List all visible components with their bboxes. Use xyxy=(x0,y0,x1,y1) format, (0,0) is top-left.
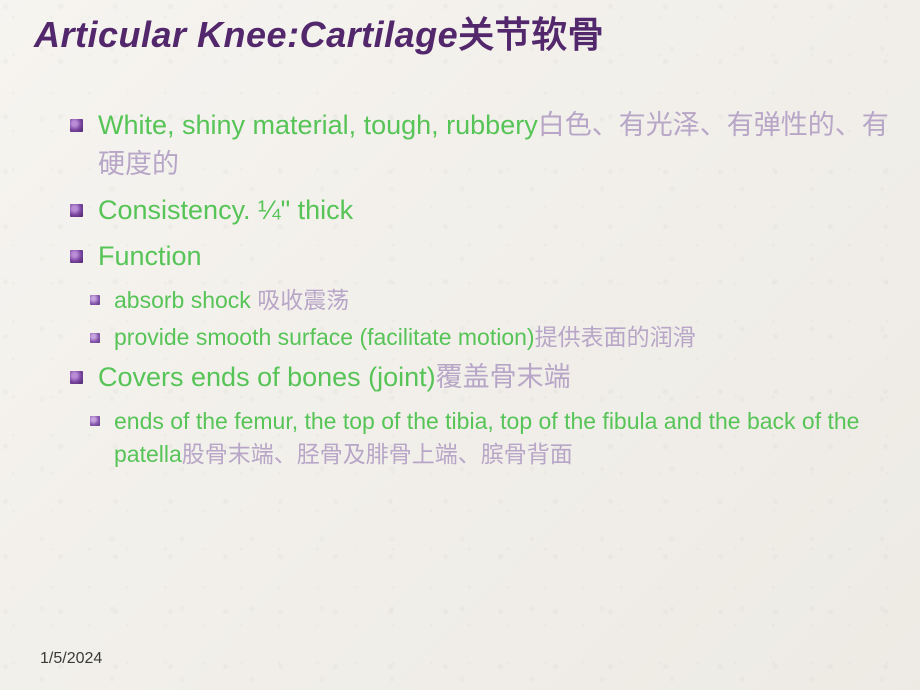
bullet-en: Covers ends of bones (joint) xyxy=(98,362,436,392)
title-zh: 关节软骨 xyxy=(458,15,604,55)
bullet-en: White, shiny material, tough, rubbery xyxy=(98,110,538,140)
list-item: Consistency. ¼" thick xyxy=(70,191,890,229)
footer-date: 1/5/2024 xyxy=(40,650,102,668)
bullet-en: Consistency. ¼" thick xyxy=(98,195,353,225)
bullet-zh: 吸收震荡 xyxy=(257,288,349,313)
list-item: Function xyxy=(70,237,890,275)
slide: Articular Knee:Cartilage关节软骨 White, shin… xyxy=(0,0,920,690)
bullet-zh: 覆盖骨末端 xyxy=(436,362,571,392)
bullet-en: Function xyxy=(98,241,202,271)
bullet-zh: 提供表面的润滑 xyxy=(535,325,696,350)
slide-title: Articular Knee:Cartilage关节软骨 xyxy=(0,0,920,66)
bullet-list: White, shiny material, tough, rubbery白色、… xyxy=(70,106,890,471)
title-en: Articular Knee:Cartilage xyxy=(34,14,458,55)
bullet-en: provide smooth surface (facilitate motio… xyxy=(114,324,535,350)
bullet-zh: 股骨末端、胫骨及腓骨上端、膑骨背面 xyxy=(182,442,573,467)
slide-content: White, shiny material, tough, rubbery白色、… xyxy=(0,66,920,471)
bullet-en: absorb shock xyxy=(114,287,257,313)
list-item: Covers ends of bones (joint)覆盖骨末端 xyxy=(70,358,890,396)
list-item: provide smooth surface (facilitate motio… xyxy=(90,321,890,354)
list-item: White, shiny material, tough, rubbery白色、… xyxy=(70,106,890,183)
list-item: ends of the femur, the top of the tibia,… xyxy=(90,405,890,472)
list-item: absorb shock 吸收震荡 xyxy=(90,284,890,317)
